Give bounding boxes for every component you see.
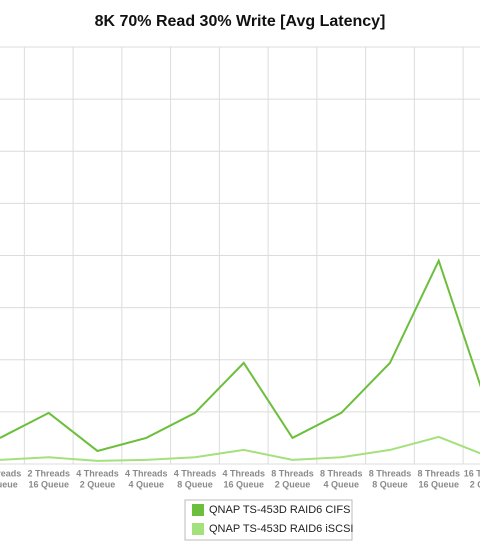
x-tick-label: 16 Threads [464,468,480,478]
chart-title: 8K 70% Read 30% Write [Avg Latency] [95,13,386,30]
x-tick-label: 16 Queue [418,479,459,489]
x-tick-label: 2 Queue [470,479,480,489]
legend-label: QNAP TS-453D RAID6 iSCSI [209,523,353,535]
x-tick-label: 8 Threads [320,468,363,478]
legend-label: QNAP TS-453D RAID6 CIFS [209,504,350,516]
x-tick-label: 2 Threads [27,468,70,478]
x-tick-label: 8 Threads [369,468,412,478]
x-tick-label: 16 Queue [28,479,69,489]
legend-swatch [192,523,204,535]
series-line [0,258,480,453]
x-tick-label: 2 Threads [0,468,21,478]
x-tick-label: 4 Threads [76,468,119,478]
x-tick-label: 8 Queue [177,479,213,489]
x-tick-label: 4 Threads [222,468,265,478]
x-tick-label: 8 Queue [372,479,408,489]
series-line [0,435,480,462]
x-tick-label: 4 Queue [323,479,359,489]
x-tick-label: 8 Threads [271,468,314,478]
x-tick-label: 2 Queue [275,479,311,489]
x-tick-label: 8 Queue [0,479,18,489]
x-tick-label: 4 Queue [128,479,164,489]
x-tick-label: 8 Threads [417,468,460,478]
x-tick-label: 2 Queue [80,479,116,489]
legend-swatch [192,504,204,516]
legend [184,499,353,541]
x-tick-label: 4 Threads [174,468,217,478]
x-tick-label: 16 Queue [223,479,264,489]
x-tick-label: 4 Threads [125,468,168,478]
